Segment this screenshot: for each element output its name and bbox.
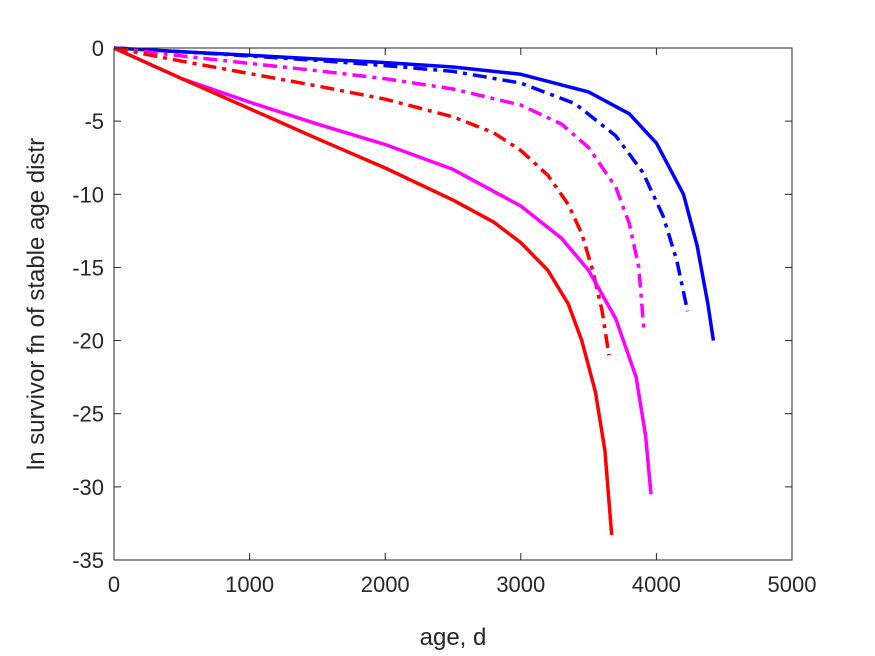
series-line-3 [113,46,646,334]
y-axis-label: ln survivor fn of stable age distr [23,138,50,470]
x-tick-label: 0 [108,572,120,597]
y-tick-label: 0 [92,36,104,61]
x-axis-label: age, d [420,624,487,651]
axes-box [113,47,793,561]
y-tick-label: -10 [72,182,104,207]
ticks-layer: 0 1000 2000 3000 4000 5000 0 -5 -10 -15 -20 -25 -30 -… [72,36,816,597]
x-tick-label: 2000 [361,572,410,597]
series-line-5 [113,46,653,495]
series-line-1 [113,46,716,341]
x-tick-label: 1000 [225,572,274,597]
y-tick-label: -20 [72,329,104,354]
y-tick-label: -30 [72,475,104,500]
y-tick-label: -25 [72,402,104,427]
series-line-2 [113,46,690,312]
x-tick-label: 4000 [632,572,681,597]
series-layer [113,46,716,536]
series-line-6 [113,46,614,536]
y-tick-label: -35 [72,548,104,573]
plot-area: 0 1000 2000 3000 4000 5000 0 -5 -10 -15 -20 -25 -30 -… [72,36,816,597]
y-tick-label: -5 [84,109,104,134]
y-tick-label: -15 [72,255,104,280]
x-tick-label: 5000 [768,572,817,597]
x-tick-label: 3000 [496,572,545,597]
